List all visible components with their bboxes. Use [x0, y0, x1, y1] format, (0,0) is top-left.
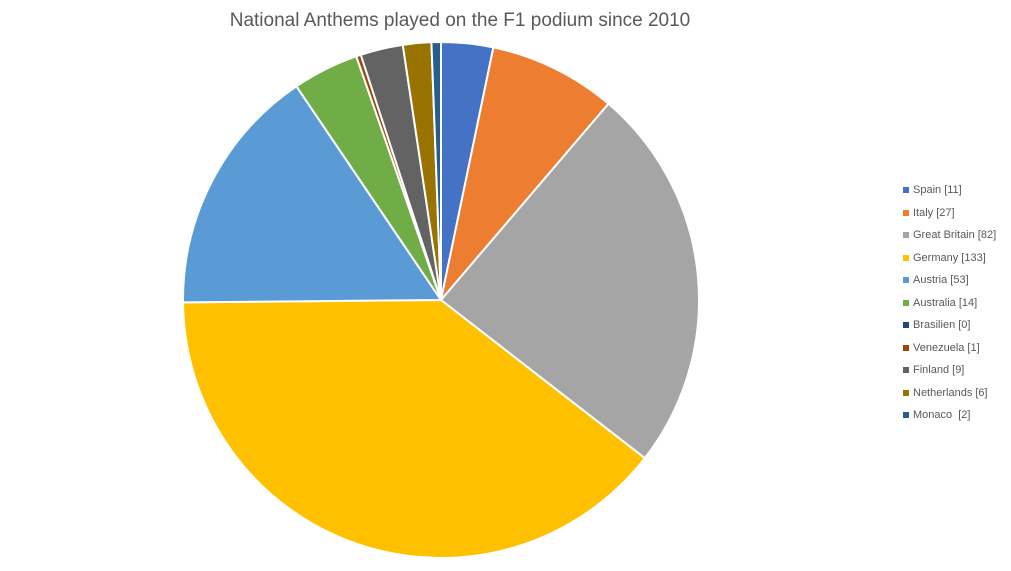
- legend-swatch: [903, 344, 909, 351]
- legend-label: Finland [9]: [913, 364, 965, 377]
- legend-label: Germany [133]: [913, 251, 986, 264]
- legend-swatch: [903, 389, 909, 396]
- legend-item: Brasilien [0]: [903, 314, 996, 337]
- pie-slice-3: [182, 299, 646, 559]
- legend-label: Great Britain [82]: [913, 229, 997, 242]
- pie-slice-1: [440, 46, 610, 301]
- legend-item: Australia [14]: [903, 292, 996, 315]
- legend-item: Great Britain [82]: [903, 224, 996, 247]
- legend-label: Netherlands [6]: [913, 386, 988, 399]
- legend-item: Finland [9]: [903, 359, 996, 382]
- chart-title: National Anthems played on the F1 podium…: [229, 10, 691, 31]
- legend-label: Spain [11]: [913, 184, 962, 197]
- legend-label: Italy [27]: [913, 206, 955, 219]
- legend-swatch: [903, 322, 909, 329]
- legend-swatch: [903, 299, 909, 306]
- pie-slice-10: [430, 41, 442, 301]
- pie-slice-2: [440, 102, 700, 460]
- legend-label: Australia [14]: [913, 296, 978, 309]
- legend-swatch: [903, 277, 909, 284]
- legend-item: Monaco [2]: [903, 404, 996, 427]
- legend-swatch: [903, 209, 909, 216]
- legend-swatch: [903, 232, 909, 239]
- legend-item: Italy [27]: [903, 202, 996, 225]
- legend-swatch: [903, 254, 909, 261]
- chart-legend: Spain [11] Italy [27] Great Britain [82] Ge…: [903, 179, 996, 427]
- legend-label: Venezuela [1]: [913, 341, 980, 354]
- legend-label: Monaco [2]: [913, 409, 971, 422]
- legend-item: Austria [53]: [903, 269, 996, 292]
- pie-slice-4: [182, 85, 442, 304]
- legend-swatch: [903, 187, 909, 194]
- legend-item: Netherlands [6]: [903, 382, 996, 405]
- legend-swatch: [903, 412, 909, 419]
- legend-label: Brasilien [0]: [913, 319, 971, 332]
- legend-item: Spain [11]: [903, 179, 996, 202]
- legend-label: Austria [53]: [913, 274, 969, 287]
- legend-swatch: [903, 367, 909, 374]
- legend-item: Germany [133]: [903, 247, 996, 270]
- legend-item: Venezuela [1]: [903, 337, 996, 360]
